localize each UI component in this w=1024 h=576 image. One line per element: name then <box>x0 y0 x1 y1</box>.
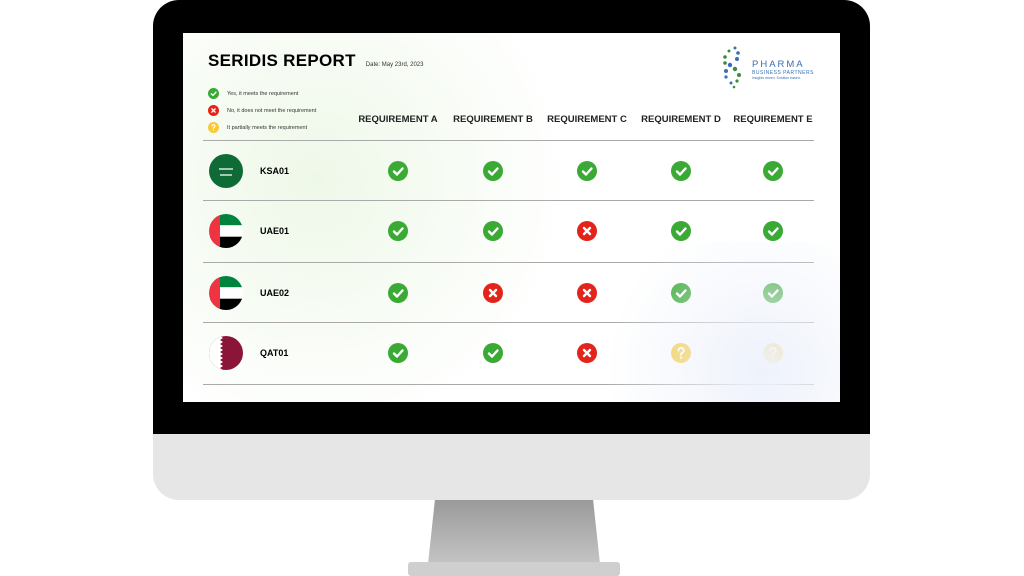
row-divider <box>203 200 814 201</box>
check-icon <box>763 283 783 303</box>
check-icon <box>577 161 597 181</box>
check-icon <box>483 161 503 181</box>
column-header: REQUIREMENT C <box>547 114 627 125</box>
check-icon <box>388 343 408 363</box>
flag-uae-icon <box>209 214 243 248</box>
monitor-stand <box>428 500 600 564</box>
legend-item: No, it does not meet the requirement <box>208 102 316 119</box>
row-divider <box>203 384 814 385</box>
column-header: REQUIREMENT A <box>358 114 438 125</box>
cross-icon <box>483 283 503 303</box>
cross-icon <box>577 343 597 363</box>
flag-qatar-icon <box>209 336 243 370</box>
row-divider <box>203 140 814 141</box>
monitor-chin <box>153 434 870 500</box>
legend-label: Yes, it meets the requirement <box>227 90 299 97</box>
check-icon <box>388 161 408 181</box>
screen: SERIDIS REPORT Date: May 23rd, 2023 Yes,… <box>183 33 840 402</box>
legend-label: No, it does not meet the requirement <box>227 107 317 114</box>
row-divider <box>203 262 814 263</box>
question-icon <box>671 343 691 363</box>
logo-sub: BUSINESS PARTNERS <box>752 69 814 76</box>
dna-logo-icon <box>723 46 741 89</box>
row-code: QAT01 <box>260 348 289 358</box>
row-code: UAE02 <box>260 288 290 298</box>
check-icon <box>208 88 219 99</box>
check-icon <box>671 161 691 181</box>
check-icon <box>763 161 783 181</box>
check-icon <box>671 283 691 303</box>
question-icon <box>763 343 783 363</box>
column-header: REQUIREMENT D <box>641 114 721 125</box>
legend-label: It partially meets the requirement <box>227 124 308 131</box>
legend-item: It partially meets the requirement <box>208 119 316 136</box>
report-title: SERIDIS REPORT <box>208 51 356 70</box>
logo-name: PHARMA <box>752 58 805 70</box>
flag-uae-icon <box>209 276 243 310</box>
flag-saudi-arabia-icon <box>209 154 243 188</box>
report-header: SERIDIS REPORT Date: May 23rd, 2023 <box>208 51 423 71</box>
cross-icon <box>577 283 597 303</box>
check-icon <box>483 343 503 363</box>
report-date: Date: May 23rd, 2023 <box>365 62 424 68</box>
legend-item: Yes, it meets the requirement <box>208 85 316 102</box>
check-icon <box>388 283 408 303</box>
check-icon <box>671 221 691 241</box>
question-icon <box>208 122 219 133</box>
check-icon <box>763 221 783 241</box>
row-code: UAE01 <box>260 226 290 236</box>
monitor-base <box>408 562 620 576</box>
check-icon <box>388 221 408 241</box>
logo-tagline: Insights driven. Solution based. <box>752 75 801 80</box>
logo: PHARMA BUSINESS PARTNERS Insights driven… <box>720 45 814 93</box>
column-header: REQUIREMENT E <box>733 114 813 125</box>
cross-icon <box>577 221 597 241</box>
row-code: KSA01 <box>260 166 290 176</box>
check-icon <box>483 221 503 241</box>
row-divider <box>203 322 814 323</box>
legend: Yes, it meets the requirement No, it does… <box>208 85 316 136</box>
column-header: REQUIREMENT B <box>453 114 533 125</box>
cross-icon <box>208 105 219 116</box>
